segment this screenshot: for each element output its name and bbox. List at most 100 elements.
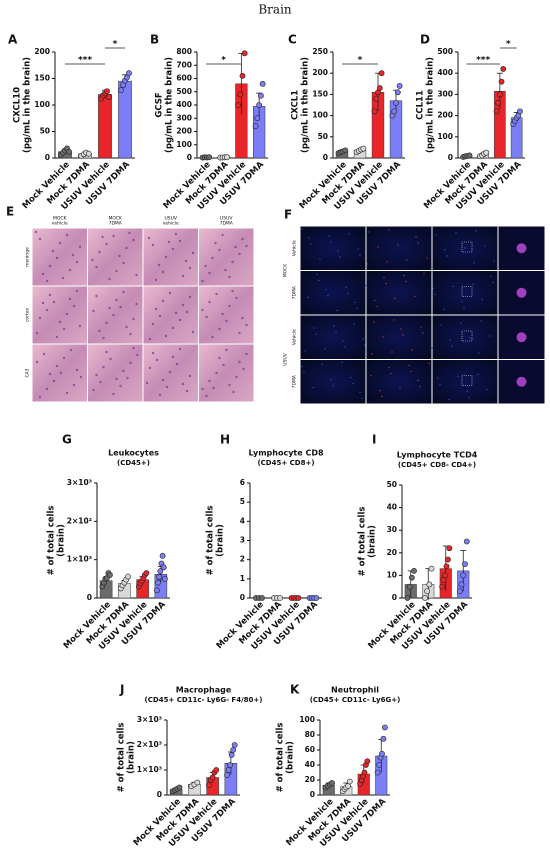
cell-dot <box>307 296 309 299</box>
cell-dot <box>374 299 376 302</box>
nucleus <box>148 337 152 341</box>
cell-dot <box>321 363 323 366</box>
cell-dot <box>393 319 395 321</box>
nucleus <box>235 296 238 300</box>
nucleus <box>235 375 238 379</box>
data-point <box>380 735 387 742</box>
panel-letter: I <box>372 433 376 447</box>
data-point <box>396 83 403 89</box>
cell-dot <box>328 235 330 237</box>
cell-dot <box>417 379 419 382</box>
row-label: cortex <box>25 308 31 323</box>
fluorescence-image <box>366 315 432 359</box>
nucleus <box>105 242 108 246</box>
nucleus <box>58 241 62 245</box>
nucleus <box>181 382 185 386</box>
data-point <box>224 154 230 161</box>
cell-dot <box>359 391 361 394</box>
cell-dot <box>383 276 385 279</box>
nucleus <box>115 298 118 302</box>
y-axis-label: CXCL1 <box>291 90 301 120</box>
row-label: 7DMA <box>292 374 298 388</box>
cell-dot <box>356 307 358 310</box>
nucleus <box>168 291 172 295</box>
nucleus <box>232 390 235 394</box>
nucleus <box>136 353 139 357</box>
cell-dot <box>364 344 366 346</box>
nucleus <box>112 234 115 238</box>
chart-subtitle: (CD45+) <box>117 459 150 467</box>
y-tick-label: 50 <box>387 480 397 489</box>
data-point <box>160 564 167 571</box>
y-tick-label: 0 <box>310 790 315 799</box>
data-point <box>460 572 467 579</box>
column-header: MOCK <box>108 216 123 222</box>
y-axis-label: (brain) <box>57 524 67 557</box>
cell-dot <box>352 382 354 385</box>
nucleus <box>34 230 38 234</box>
column-header: vehicle <box>52 221 68 227</box>
chart-title: Leukocytes <box>108 449 159 458</box>
nucleus <box>215 371 218 375</box>
y-tick-label: 0 <box>187 153 192 162</box>
nucleus <box>165 385 169 389</box>
nucleus <box>208 271 211 275</box>
cell-dot <box>394 297 396 300</box>
fluorescence-image <box>366 226 432 270</box>
nucleus <box>122 290 125 294</box>
nucleus <box>62 356 66 360</box>
cell-dot <box>399 387 401 390</box>
nucleus <box>69 348 73 352</box>
row-label: Vehicle <box>292 329 298 345</box>
nucleus <box>164 334 168 338</box>
cell-dot <box>432 287 434 290</box>
data-point <box>231 742 238 748</box>
cell-dot <box>415 236 417 238</box>
cell-dot <box>345 286 347 289</box>
cell-dot <box>347 292 349 295</box>
nucleus <box>211 256 214 260</box>
cell-dot <box>490 275 492 278</box>
significance-label: *** <box>78 56 92 66</box>
cell-dot <box>330 378 332 381</box>
y-tick-label: 100 <box>299 715 315 724</box>
nucleus <box>238 331 241 335</box>
nucleus <box>135 273 138 277</box>
y-tick-label: 0 <box>45 153 50 162</box>
cell-dot <box>444 249 446 251</box>
nucleus <box>52 379 56 383</box>
nucleus <box>158 314 162 318</box>
cell-dot <box>452 285 454 288</box>
bar <box>98 94 112 159</box>
cell-dot <box>385 282 387 285</box>
nucleus <box>95 265 98 269</box>
data-point <box>155 579 161 586</box>
cell-dot <box>475 230 477 232</box>
nucleus <box>158 393 162 397</box>
cell-dot <box>397 244 399 246</box>
histology-image <box>199 286 254 344</box>
nucleus <box>68 297 72 301</box>
nucleus <box>228 275 231 279</box>
cell-dot <box>417 242 419 244</box>
data-point <box>66 148 72 155</box>
nucleus <box>201 387 204 391</box>
data-point <box>406 583 413 590</box>
cell-dot <box>431 347 433 349</box>
nucleus <box>211 335 214 339</box>
cell-dot <box>318 279 320 282</box>
y-axis-label: # of total cells <box>206 506 216 576</box>
cell-dot <box>489 335 491 337</box>
data-point <box>329 780 335 786</box>
y-tick-label: 150 <box>34 74 50 83</box>
data-point <box>125 573 131 580</box>
y-tick-label: 5 <box>240 497 245 506</box>
nucleus <box>204 264 207 268</box>
nucleus <box>55 364 59 368</box>
nucleus <box>98 329 101 333</box>
data-point <box>209 774 216 781</box>
nucleus <box>129 361 132 365</box>
y-axis-label: # of total cells <box>47 506 57 576</box>
zoom-cell <box>516 243 527 254</box>
fluorescence-image <box>300 271 366 315</box>
